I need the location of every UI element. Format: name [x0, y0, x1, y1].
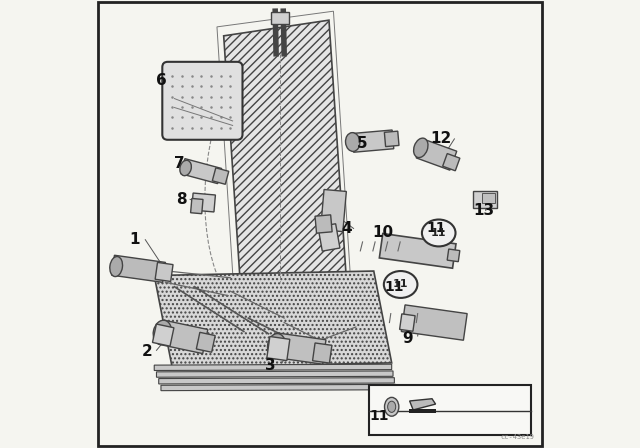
Ellipse shape: [110, 257, 122, 276]
Text: 11: 11: [369, 409, 389, 423]
Polygon shape: [161, 384, 396, 391]
Polygon shape: [111, 255, 166, 282]
Polygon shape: [352, 130, 394, 152]
Text: 7: 7: [173, 156, 184, 171]
Polygon shape: [155, 263, 173, 281]
Ellipse shape: [346, 133, 360, 151]
Polygon shape: [159, 378, 394, 384]
Bar: [409, 409, 436, 413]
Polygon shape: [159, 320, 208, 353]
Polygon shape: [181, 159, 221, 184]
Polygon shape: [212, 168, 228, 184]
Ellipse shape: [413, 138, 428, 158]
Polygon shape: [196, 332, 215, 352]
FancyBboxPatch shape: [163, 62, 243, 140]
Bar: [369, 385, 531, 435]
Polygon shape: [410, 399, 436, 410]
Text: 5: 5: [357, 136, 368, 151]
Polygon shape: [416, 139, 457, 170]
Ellipse shape: [268, 334, 285, 358]
Text: 2: 2: [142, 344, 153, 359]
Polygon shape: [156, 371, 393, 377]
Polygon shape: [482, 193, 495, 203]
Polygon shape: [447, 249, 460, 262]
Text: 11: 11: [384, 280, 404, 294]
Polygon shape: [312, 343, 332, 363]
Ellipse shape: [153, 320, 172, 345]
Text: 10: 10: [372, 225, 394, 241]
Text: 13: 13: [473, 203, 494, 218]
Polygon shape: [401, 305, 467, 340]
Text: 11: 11: [427, 221, 446, 236]
Text: 6: 6: [156, 73, 166, 88]
Polygon shape: [385, 131, 399, 146]
Text: 3: 3: [266, 358, 276, 373]
Text: 1: 1: [129, 232, 140, 247]
Text: 4: 4: [342, 221, 352, 236]
Ellipse shape: [388, 401, 396, 412]
Ellipse shape: [385, 397, 399, 416]
Polygon shape: [267, 336, 290, 361]
Text: 8: 8: [176, 192, 186, 207]
Polygon shape: [380, 233, 456, 268]
Polygon shape: [154, 364, 392, 370]
Text: 11: 11: [393, 280, 408, 289]
Polygon shape: [191, 193, 216, 212]
Polygon shape: [321, 190, 346, 232]
Polygon shape: [274, 333, 326, 364]
Polygon shape: [318, 224, 340, 251]
Polygon shape: [154, 271, 392, 367]
Polygon shape: [152, 324, 174, 346]
Text: 11: 11: [431, 228, 447, 238]
Polygon shape: [223, 20, 349, 336]
Ellipse shape: [180, 160, 191, 176]
Text: 12: 12: [430, 131, 452, 146]
Polygon shape: [315, 215, 332, 233]
Polygon shape: [191, 198, 203, 214]
Polygon shape: [443, 154, 460, 171]
Text: 9: 9: [402, 331, 413, 346]
Ellipse shape: [384, 271, 417, 298]
Polygon shape: [399, 314, 415, 331]
Text: cc-43e19: cc-43e19: [500, 434, 534, 440]
Polygon shape: [472, 191, 497, 208]
Ellipse shape: [422, 220, 456, 246]
Polygon shape: [271, 13, 289, 23]
